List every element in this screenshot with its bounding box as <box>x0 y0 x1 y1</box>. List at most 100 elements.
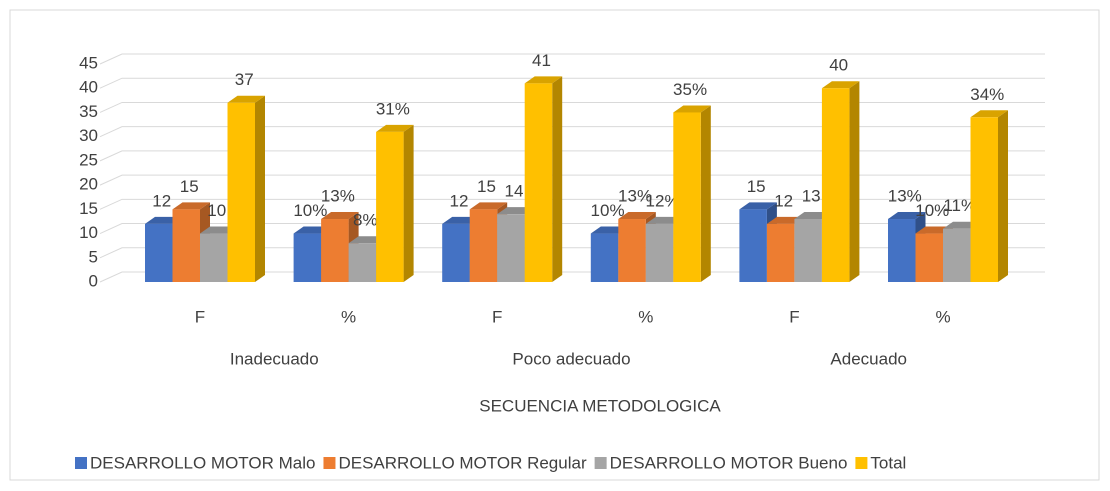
bar-top <box>321 212 359 220</box>
data-label: 14 <box>504 182 523 201</box>
bar <box>888 219 916 282</box>
y-tick-label: 20 <box>79 175 98 194</box>
bar <box>376 131 404 282</box>
x-tick-label: % <box>341 307 356 326</box>
bar-top <box>821 81 860 89</box>
data-label: 15 <box>747 177 766 196</box>
bar <box>821 88 850 282</box>
bar <box>618 219 646 282</box>
bar <box>469 209 498 282</box>
bar-top <box>673 105 711 113</box>
bar <box>794 219 822 282</box>
y-tick-label: 45 <box>79 53 98 72</box>
bar-top <box>888 212 926 220</box>
data-label: 12 <box>152 191 171 210</box>
bar <box>943 228 971 282</box>
legend-label: DESARROLLO MOTOR Bueno <box>610 453 848 472</box>
bar <box>442 223 470 282</box>
x-tick-label: F <box>492 307 502 326</box>
grid-line <box>99 77 1045 89</box>
data-label: 13% <box>888 187 922 206</box>
bar <box>321 219 349 282</box>
legend-label: DESARROLLO MOTOR Malo <box>90 453 315 472</box>
bar <box>524 83 553 282</box>
grid-line <box>99 174 1045 186</box>
bar <box>497 214 525 282</box>
y-tick-label: 0 <box>89 271 98 290</box>
bar <box>172 209 200 282</box>
legend-label: DESARROLLO MOTOR Regular <box>338 453 586 472</box>
legend-swatch <box>594 457 607 469</box>
data-label: 10% <box>915 201 949 220</box>
x-tick-label: F <box>789 307 799 326</box>
y-tick-label: 10 <box>79 223 98 242</box>
bar <box>970 117 998 283</box>
legend-label: Total <box>870 453 906 472</box>
bar-top <box>172 202 210 210</box>
data-label: 31% <box>376 99 410 118</box>
y-tick-label: 5 <box>89 247 98 266</box>
bar-side <box>700 105 711 282</box>
bar <box>227 102 255 282</box>
bar <box>673 112 701 282</box>
data-label: 13% <box>618 187 652 206</box>
data-label: 15 <box>180 177 199 196</box>
data-label: 13% <box>321 187 355 206</box>
bar-top <box>618 212 656 220</box>
grid-line <box>99 247 1045 259</box>
y-tick-label: 25 <box>79 150 98 169</box>
x-axis-title: SECUENCIA METODOLOGICA <box>479 396 721 415</box>
x-tick-label: % <box>638 307 653 326</box>
grid-line <box>99 101 1045 113</box>
bar <box>645 223 674 282</box>
bar-top <box>739 202 777 210</box>
data-label: 12 <box>774 191 793 210</box>
data-label: 12% <box>646 191 680 210</box>
bar <box>766 223 795 282</box>
bar-side <box>403 124 414 282</box>
bar-side <box>552 76 563 282</box>
group-label: Poco adecuado <box>512 349 630 368</box>
data-label: 15 <box>477 177 496 196</box>
y-tick-label: 40 <box>79 78 98 97</box>
data-label: 10 <box>207 201 226 220</box>
bar <box>293 233 322 282</box>
bar <box>739 209 767 282</box>
bar <box>145 223 173 282</box>
y-tick-label: 35 <box>79 102 98 121</box>
grid-line <box>99 126 1045 138</box>
bar-top <box>524 76 563 84</box>
data-label: 11% <box>943 196 976 215</box>
legend-swatch <box>855 457 868 469</box>
bar-top <box>227 95 265 103</box>
y-tick-label: 30 <box>79 126 98 145</box>
legend-swatch <box>323 457 336 469</box>
data-label: 13 <box>802 187 821 206</box>
data-label: 12 <box>449 191 468 210</box>
data-label: 40 <box>829 56 848 75</box>
bar <box>348 243 377 282</box>
grid-line <box>99 150 1045 162</box>
bar-side <box>998 110 1008 283</box>
bar-side <box>849 81 860 282</box>
data-label: 37 <box>235 70 254 89</box>
bar <box>590 233 619 282</box>
bar-top <box>970 110 1008 118</box>
grid-line <box>99 53 1045 65</box>
data-label: 8% <box>353 211 378 230</box>
bar <box>200 233 228 282</box>
data-label: 34% <box>970 85 1004 104</box>
y-tick-label: 15 <box>79 199 98 218</box>
bar <box>915 233 943 282</box>
grid-line <box>99 198 1045 210</box>
bar-side <box>255 95 265 282</box>
data-label: 41 <box>532 51 551 70</box>
data-label: 10% <box>293 201 327 220</box>
group-label: Inadecuado <box>230 349 319 368</box>
grid-line <box>99 223 1045 235</box>
x-tick-label: % <box>935 307 950 326</box>
bar-top <box>376 124 414 132</box>
legend-swatch <box>75 457 87 469</box>
data-label: 35% <box>673 80 707 99</box>
